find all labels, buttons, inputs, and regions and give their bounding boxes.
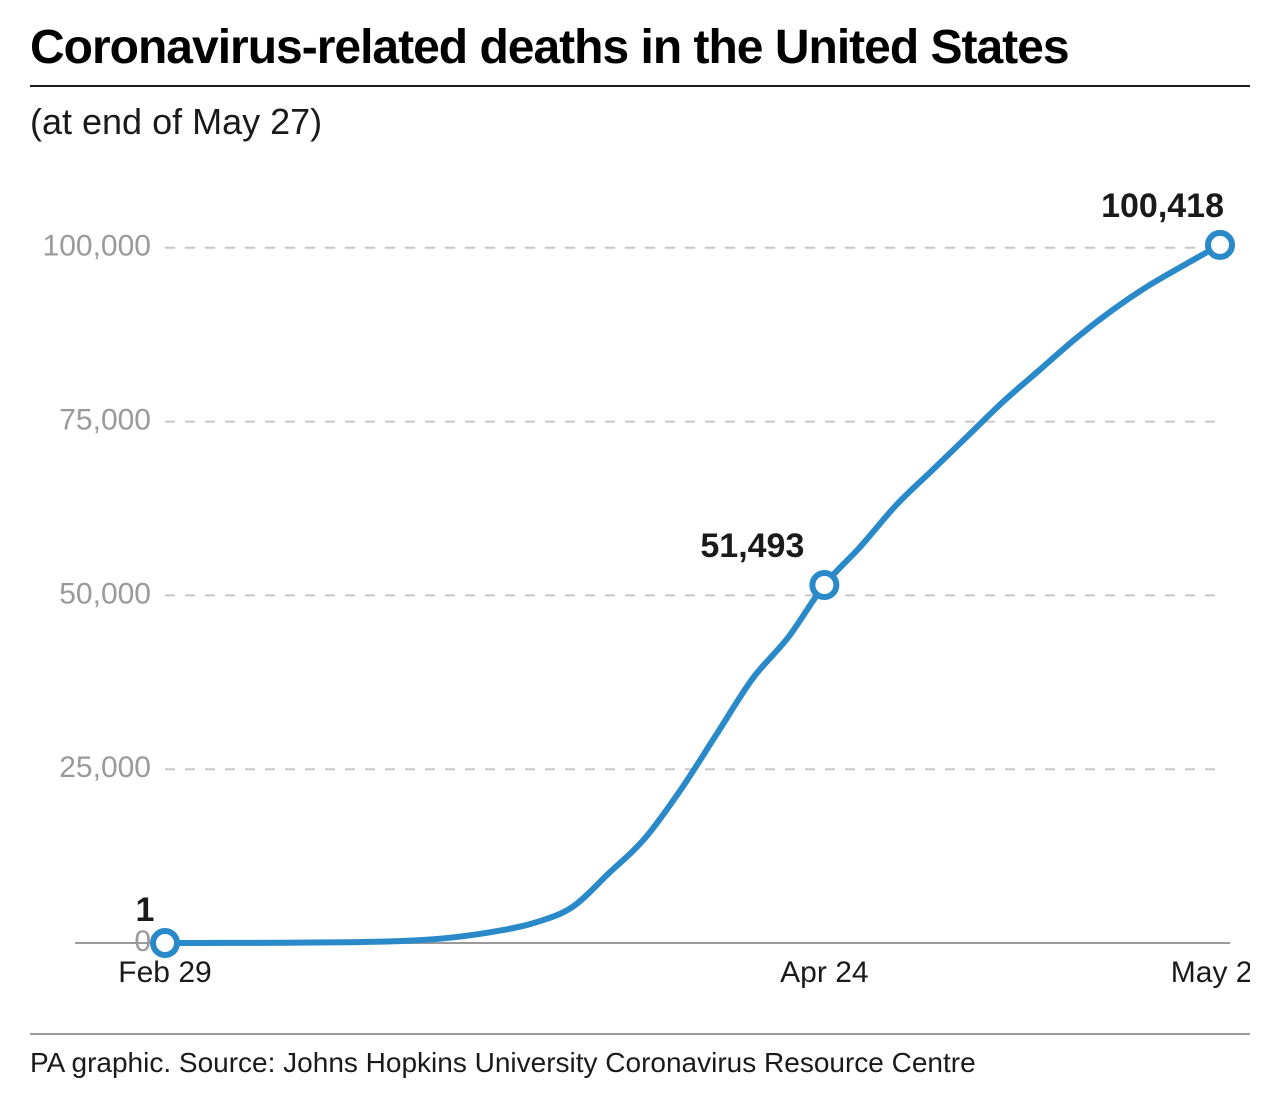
y-tick-label: 100,000 [43,230,151,263]
title-divider [30,85,1250,87]
y-tick-label: 25,000 [59,751,151,784]
chart-title: Coronavirus-related deaths in the United… [30,20,1250,75]
chart-container: Coronavirus-related deaths in the United… [0,0,1280,1099]
data-marker [1208,233,1232,257]
x-tick-label: Feb 29 [118,956,211,989]
x-tick-label: May 27 [1171,956,1250,989]
source-text: PA graphic. Source: Johns Hopkins Univer… [30,1047,1250,1079]
data-marker [812,573,836,597]
y-tick-label: 50,000 [59,577,151,610]
data-marker [153,931,177,955]
footer-divider [30,1033,1250,1035]
data-label: 1 [136,891,155,929]
chart-plot: 0 25,000 50,000 75,000 100,000 Feb 29 Apr 24 Ma… [30,153,1250,1013]
data-label: 100,418 [1101,187,1224,225]
x-tick-label: Apr 24 [780,956,868,989]
data-label: 51,493 [700,527,804,565]
chart-subtitle: (at end of May 27) [30,101,1250,143]
y-tick-label: 0 [134,925,151,958]
line-chart-svg: 0 25,000 50,000 75,000 100,000 Feb 29 Apr 24 Ma… [30,153,1250,1013]
y-tick-label: 75,000 [59,403,151,436]
data-line [165,245,1220,943]
